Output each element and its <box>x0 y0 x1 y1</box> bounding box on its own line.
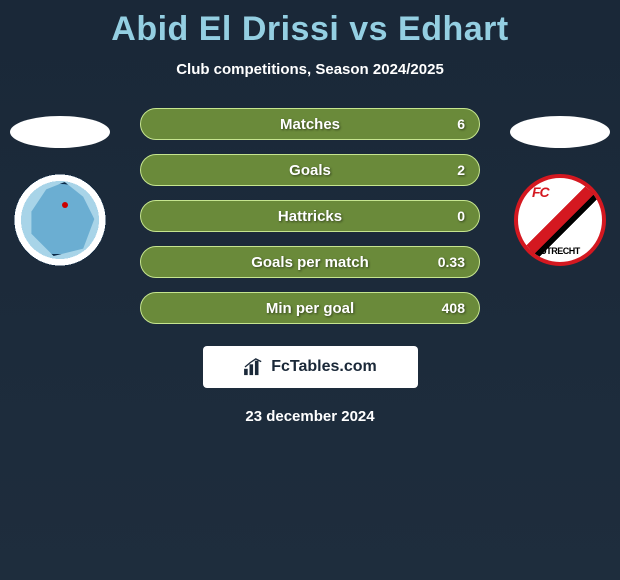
brand-box[interactable]: FcTables.com <box>203 346 418 388</box>
left-club-logo <box>14 174 106 266</box>
stat-value: 6 <box>457 116 465 132</box>
stat-row-hattricks: Hattricks 0 <box>140 200 480 232</box>
subtitle: Club competitions, Season 2024/2025 <box>0 61 620 78</box>
stat-row-matches: Matches 6 <box>140 108 480 140</box>
stat-label: Hattricks <box>278 208 342 225</box>
bar-chart-icon <box>243 358 265 376</box>
right-club-logo: FC UTRECHT <box>514 174 606 266</box>
stat-label: Min per goal <box>266 300 354 317</box>
stat-row-min-per-goal: Min per goal 408 <box>140 292 480 324</box>
utrecht-fc-text: FC <box>532 184 549 200</box>
right-flag-oval <box>510 116 610 148</box>
stat-label: Goals <box>289 162 331 179</box>
brand-text: FcTables.com <box>271 358 377 376</box>
stat-value: 0 <box>457 208 465 224</box>
utrecht-name-text: UTRECHT <box>518 246 602 256</box>
date-text: 23 december 2024 <box>0 408 620 425</box>
stat-value: 2 <box>457 162 465 178</box>
right-player-column: FC UTRECHT <box>500 108 620 266</box>
page-title: Abid El Drissi vs Edhart <box>0 0 620 49</box>
stat-label: Matches <box>280 116 340 133</box>
stat-label: Goals per match <box>251 254 369 271</box>
left-player-column <box>0 108 120 266</box>
left-flag-oval <box>10 116 110 148</box>
utrecht-logo-inner: FC UTRECHT <box>518 178 602 262</box>
stat-value: 408 <box>442 300 465 316</box>
stat-row-goals: Goals 2 <box>140 154 480 186</box>
comparison-content: FC UTRECHT Matches 6 Goals 2 Hattricks 0… <box>0 108 620 425</box>
stat-row-goals-per-match: Goals per match 0.33 <box>140 246 480 278</box>
stat-value: 0.33 <box>438 254 465 270</box>
stats-list: Matches 6 Goals 2 Hattricks 0 Goals per … <box>140 108 480 324</box>
